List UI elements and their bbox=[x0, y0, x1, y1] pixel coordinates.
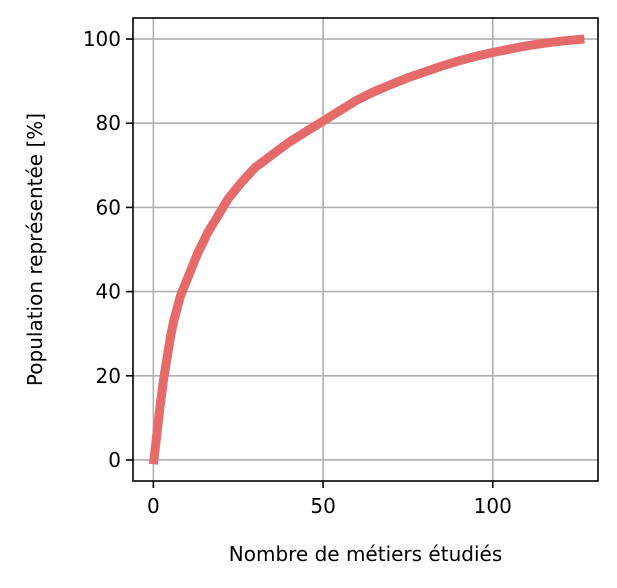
y-tick-label: 80 bbox=[96, 111, 121, 135]
series-line bbox=[148, 34, 585, 465]
y-tick-label: 0 bbox=[108, 448, 121, 472]
x-tick-label: 50 bbox=[310, 494, 335, 518]
x-tick-label: 0 bbox=[147, 494, 160, 518]
grid-layer bbox=[133, 18, 598, 481]
x-tick-label: 100 bbox=[474, 494, 512, 518]
series-layer bbox=[148, 34, 585, 465]
x-axis-label: Nombre de métiers étudiés bbox=[229, 542, 502, 566]
y-tick-label: 20 bbox=[96, 364, 121, 388]
tick-layer: 0 50 100 0 20 40 60 80 100 bbox=[83, 27, 512, 518]
plot-frame bbox=[132, 17, 599, 482]
y-tick-label: 100 bbox=[83, 27, 121, 51]
y-axis-label: Population représentée [%] bbox=[23, 113, 47, 386]
y-tick-label: 40 bbox=[96, 280, 121, 304]
y-tick-label: 60 bbox=[96, 195, 121, 219]
